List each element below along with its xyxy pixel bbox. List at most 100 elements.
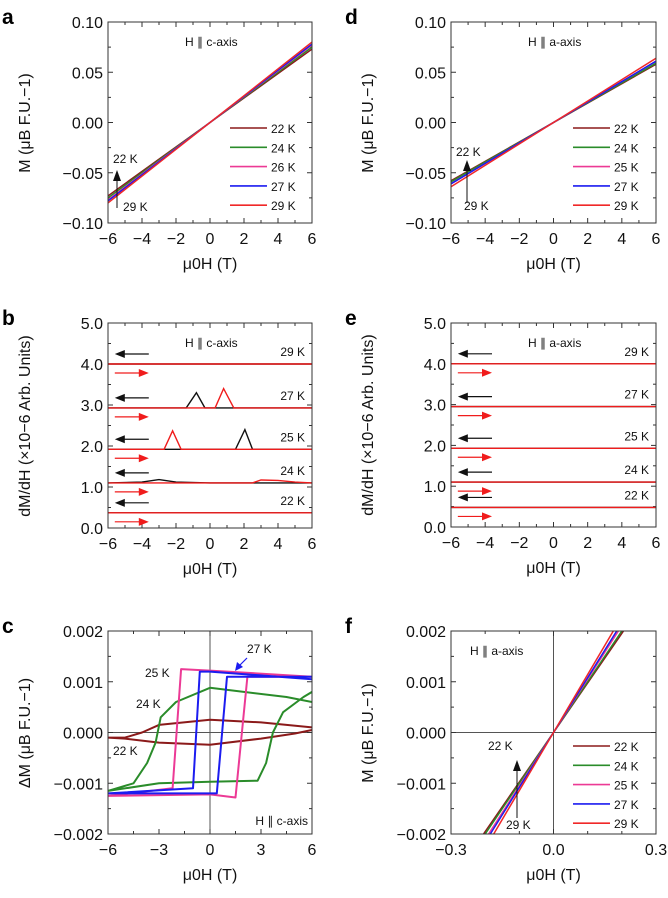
y-tick-label: 0.000 — [406, 726, 446, 743]
legend-label: 26 K — [271, 161, 296, 175]
x-tick-label: 0.3 — [645, 842, 667, 859]
arrow-right-icon — [138, 487, 149, 496]
legend-entry: 22 K — [230, 122, 296, 136]
arrow-left-icon — [457, 392, 468, 401]
y-axis-label: M (μB F.U.−1) — [360, 682, 377, 783]
y-tick-label: 1.0 — [424, 479, 446, 496]
legend-entry: 29 K — [573, 199, 639, 213]
y-tick-label: 0.002 — [63, 624, 103, 641]
x-tick-label: 0 — [206, 842, 215, 859]
temperature-label: 22 K — [624, 488, 649, 502]
arrow-left-icon — [114, 350, 125, 358]
y-tick-label: −0.002 — [397, 827, 446, 844]
y-tick-label: 0.05 — [72, 65, 103, 82]
x-axis-label: μ0H (T) — [526, 256, 581, 273]
legend-entry: 24 K — [573, 759, 639, 773]
x-tick-label: −6 — [99, 536, 117, 553]
x-tick-label: 0 — [549, 231, 558, 248]
x-tick-label: −6 — [442, 231, 460, 248]
y-tick-label: 2.0 — [81, 439, 103, 456]
axes-frame — [450, 630, 657, 835]
x-tick-label: −6 — [442, 535, 460, 552]
y-tick-label: 0.001 — [63, 675, 103, 692]
temperature-label: 25 K — [145, 666, 170, 680]
x-tick-label: 2 — [583, 231, 592, 248]
y-tick-label: 0.00 — [415, 116, 446, 133]
field-direction-label: H ∥ a-axis — [528, 336, 581, 350]
x-tick-label: −2 — [510, 535, 528, 552]
temperature-label: 25 K — [280, 430, 305, 444]
x-tick-label: 0 — [206, 231, 215, 248]
panel-letter: c — [2, 615, 14, 638]
temperature-label: 22 K — [280, 494, 305, 508]
axes-frame — [107, 630, 313, 835]
x-tick-label: 4 — [617, 231, 626, 248]
temperature-label: 24 K — [136, 697, 161, 711]
y-axis-label: ΔM (μB F.U.−1) — [17, 677, 34, 788]
legend-label: 22 K — [614, 740, 639, 754]
temperature-label: 27 K — [624, 388, 649, 402]
x-tick-label: 4 — [617, 535, 626, 552]
temperature-label: 24 K — [280, 464, 305, 478]
field-direction-label: H ∥ a-axis — [470, 644, 523, 658]
arrow-left-icon — [457, 434, 468, 443]
y-tick-label: 4.0 — [81, 357, 103, 374]
panel-letter: b — [2, 307, 15, 330]
x-axis-label: μ0H (T) — [182, 867, 238, 884]
temperature-label: 29 K — [624, 345, 649, 359]
series-line-up-sweep-24K — [108, 479, 312, 484]
x-tick-label: 3 — [257, 842, 266, 859]
y-tick-label: 0.10 — [415, 15, 446, 32]
legend-entry: 27 K — [573, 180, 639, 194]
axes-frame — [450, 21, 657, 224]
temperature-label: 22 K — [113, 744, 138, 758]
y-tick-label: 0.00 — [72, 116, 103, 133]
legend-label: 29 K — [614, 817, 639, 831]
series-line-27K — [108, 670, 312, 795]
arrow-left-icon — [457, 349, 468, 358]
y-tick-label: 0.000 — [63, 726, 103, 743]
y-tick-label: 5.0 — [424, 316, 446, 333]
y-tick-label: −0.05 — [406, 166, 447, 183]
y-tick-label: 3.0 — [81, 398, 103, 415]
legend-label: 24 K — [271, 141, 296, 155]
x-tick-label: −2 — [167, 231, 185, 248]
legend-entry: 24 K — [230, 141, 296, 155]
legend-label: 22 K — [271, 122, 296, 136]
temperature-label: 24 K — [624, 463, 649, 477]
x-tick-label: −4 — [133, 231, 151, 248]
series-line-29K — [493, 631, 614, 834]
arrow-left-icon — [457, 493, 468, 502]
field-direction-label: H ∥ c-axis — [185, 336, 238, 350]
panel-letter: a — [2, 6, 14, 29]
x-tick-label: 0 — [549, 535, 558, 552]
x-tick-label: 2 — [583, 535, 592, 552]
y-axis-label: M (μB F.U.−1) — [360, 72, 377, 173]
x-tick-label: 6 — [308, 231, 317, 248]
panel-b: b −6 −4 −2 0 2 4 6 0.0 1.0 2.0 3.0 4.0 5.0 29 K 27 K 25 … — [2, 307, 317, 553]
x-tick-label: −6 — [99, 842, 117, 859]
series-line-up-sweep-27K — [108, 386, 312, 409]
plot-area — [482, 631, 625, 834]
y-tick-label: 0.001 — [406, 675, 446, 692]
y-tick-label: 0.10 — [72, 15, 103, 32]
y-tick-label: 1.0 — [81, 480, 103, 497]
legend-label: 24 K — [614, 141, 639, 155]
trend-label-bottom: 29 K — [464, 199, 489, 213]
arrow-right-icon — [482, 512, 492, 521]
legend-label: 22 K — [614, 122, 639, 136]
series-line-22K — [108, 718, 312, 746]
arrow-up-icon — [113, 170, 121, 181]
y-axis-label: dM/dH (×10−6 Arb. Units) — [360, 334, 377, 516]
y-tick-label: 0.0 — [81, 521, 103, 538]
x-axis-label: μ0H (T) — [526, 560, 581, 577]
arrow-icon — [235, 662, 243, 671]
trend-label-bottom: 29 K — [506, 818, 531, 832]
y-axis-label: dM/dH (×10−6 Arb. Units) — [17, 334, 34, 517]
plot-area — [451, 363, 656, 509]
panel-f: f −0.3 0.0 0.3 −0.002 −0.001 0.000 0.001 0.002 H … — [345, 615, 667, 859]
x-tick-label: 6 — [308, 536, 317, 553]
legend-entry: 22 K — [573, 740, 639, 754]
